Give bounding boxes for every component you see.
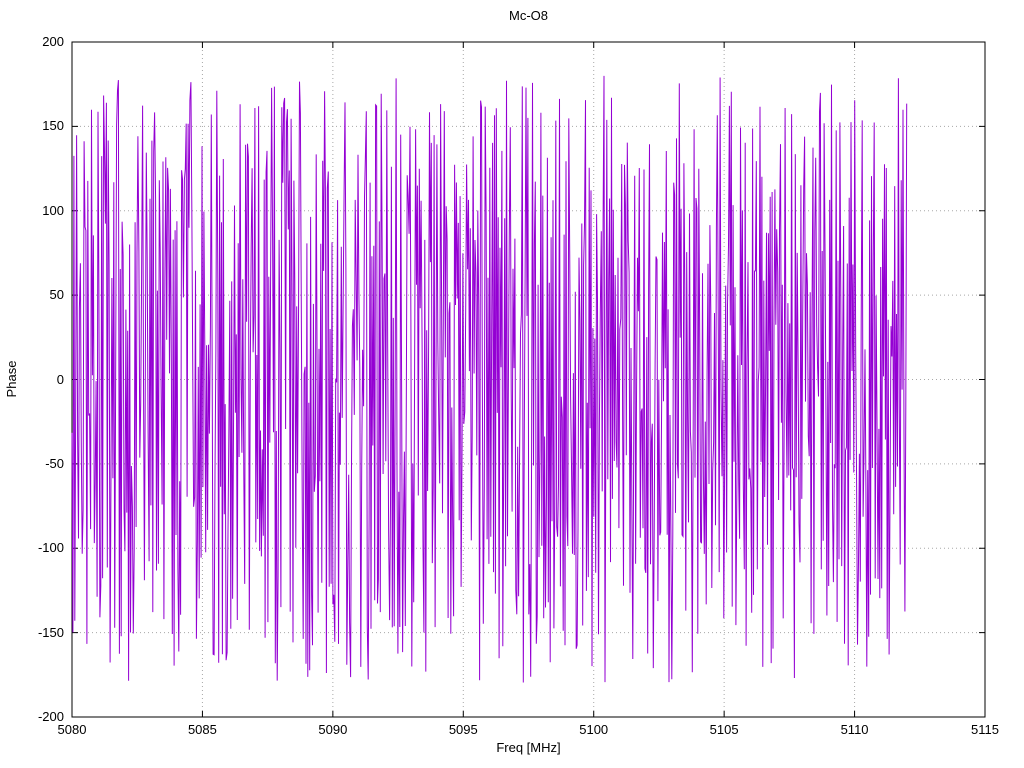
y-tick-label: -100: [37, 540, 64, 556]
x-tick-label: 5080: [57, 722, 87, 737]
x-tick-label: 5085: [187, 722, 217, 737]
phase-series-line: [71, 75, 908, 683]
y-tick-label: 200: [42, 34, 64, 49]
y-tick-label: 100: [42, 202, 64, 218]
x-tick-label: 5100: [579, 722, 609, 737]
plot-border: [71, 41, 986, 718]
x-tick-label: 5105: [709, 722, 739, 737]
chart-title: Mc-O8: [509, 8, 548, 23]
y-tick-label: -200: [37, 709, 64, 724]
y-tick-label: 0: [56, 371, 64, 387]
y-tick-label: -150: [37, 624, 64, 640]
x-tick-label: 5115: [971, 722, 999, 737]
y-tick-label: 50: [49, 287, 64, 303]
x-axis-label: Freq [MHz]: [496, 740, 561, 755]
x-tick-label: 5110: [840, 722, 869, 737]
y-tick-label: -50: [45, 455, 64, 471]
y-tick-label: 150: [42, 118, 64, 134]
x-tick-label: 5090: [318, 722, 348, 737]
x-tick-label: 5095: [448, 722, 478, 737]
